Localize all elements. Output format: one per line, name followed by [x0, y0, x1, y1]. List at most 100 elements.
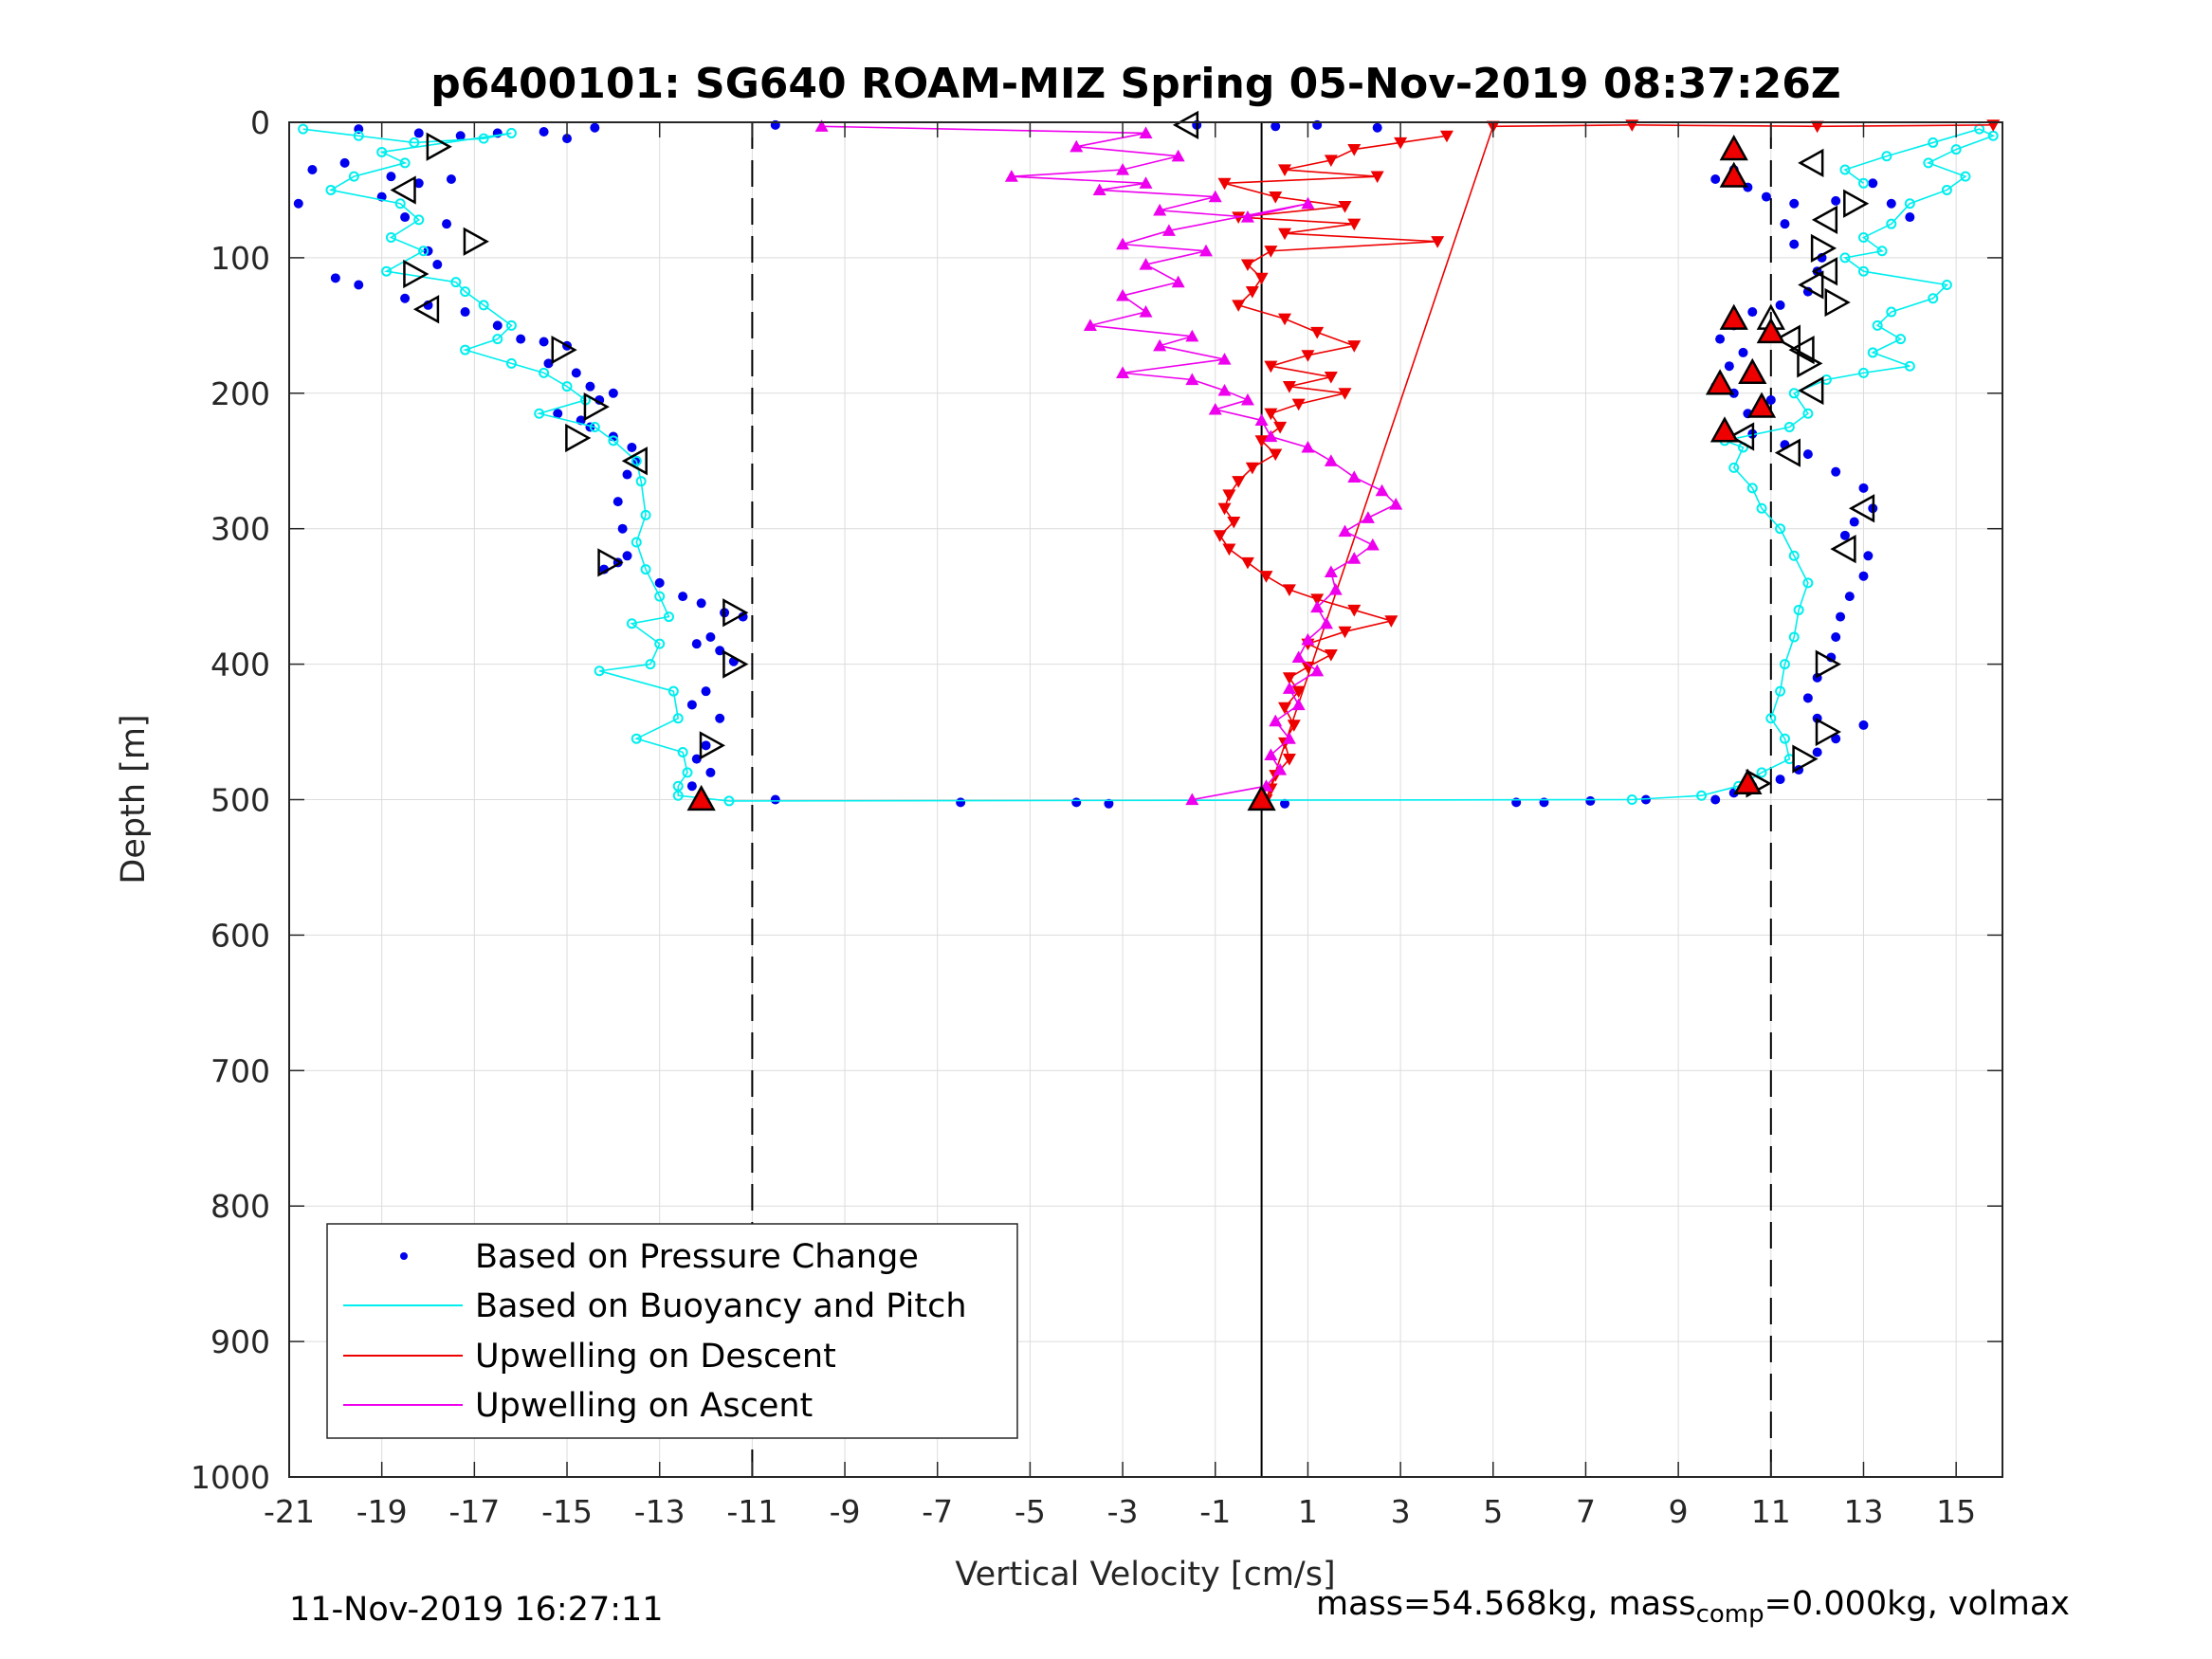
data-point: [1232, 476, 1246, 488]
x-tick-label: -5: [1015, 1493, 1046, 1530]
x-tick-label: -17: [448, 1493, 500, 1530]
mass-annotation: mass=54.568kg, masscomp=0.000kg, volmax: [1316, 1585, 2070, 1629]
open-triangle-marker: [1843, 189, 1870, 218]
data-point: [386, 172, 396, 182]
data-point: [385, 231, 396, 243]
data-point: [1254, 272, 1269, 285]
open-triangle-marker: [621, 447, 648, 476]
data-point: [1338, 524, 1352, 538]
data-point: [1291, 650, 1306, 664]
data-point: [1208, 402, 1222, 415]
data-point: [686, 781, 697, 792]
data-point: [1254, 413, 1269, 426]
data-point: [455, 131, 466, 141]
open-triangle-marker: [597, 548, 624, 577]
data-point: [1876, 246, 1888, 257]
data-point: [1779, 733, 1790, 744]
data-point: [562, 134, 573, 144]
x-tick-label: -15: [541, 1493, 593, 1530]
data-point: [1788, 388, 1800, 399]
data-point: [1217, 502, 1232, 516]
data-point: [1338, 388, 1352, 400]
data-point: [1626, 794, 1637, 805]
data-point: [492, 334, 503, 345]
open-triangle-marker: [426, 132, 452, 161]
data-point: [1116, 237, 1130, 250]
red-triangle-marker: [1247, 784, 1276, 811]
data-point: [1161, 224, 1176, 236]
data-point: [1269, 714, 1283, 727]
data-point: [1857, 265, 1869, 277]
red-triangle-marker: [1719, 161, 1748, 188]
data-point: [571, 368, 581, 378]
data-point: [400, 212, 411, 223]
data-point: [1802, 408, 1814, 419]
mass-subscript: comp: [1695, 1600, 1764, 1629]
data-point: [1746, 483, 1758, 494]
data-point: [635, 476, 647, 487]
data-point: [678, 592, 688, 602]
data-point: [1217, 353, 1232, 365]
data-point: [1271, 121, 1281, 132]
y-axis-label: Depth [m]: [115, 714, 153, 884]
x-tick-label: -9: [830, 1493, 861, 1530]
legend-label-ascent: Upwelling on Ascent: [475, 1387, 813, 1425]
data-point: [1831, 195, 1841, 206]
data-series: [293, 119, 2001, 809]
red-triangle-marker: [1719, 135, 1748, 161]
mass-text: mass=54.568kg, mass: [1316, 1585, 1696, 1623]
data-point: [1347, 552, 1362, 564]
x-tick-label: 7: [1576, 1493, 1596, 1530]
data-point: [1710, 794, 1721, 805]
data-point: [1511, 797, 1522, 808]
data-point: [1389, 497, 1403, 510]
y-tick-label: 1000: [191, 1459, 270, 1496]
series-line: [1218, 124, 1994, 800]
data-point: [325, 184, 337, 195]
data-point: [1092, 183, 1106, 196]
data-point: [1886, 218, 1897, 229]
data-point: [516, 334, 526, 344]
data-point: [1269, 191, 1283, 204]
data-point: [1640, 794, 1651, 805]
data-point: [1765, 713, 1777, 724]
data-point: [1775, 300, 1785, 310]
data-point: [1836, 611, 1846, 622]
data-point: [1347, 604, 1362, 617]
red-triangle-marker: [1733, 768, 1763, 795]
data-point: [1004, 170, 1018, 182]
data-point: [1291, 398, 1306, 411]
data-point: [1217, 177, 1232, 191]
data-point: [1240, 556, 1254, 570]
data-point: [1208, 190, 1222, 203]
data-point: [1116, 366, 1130, 378]
data-point: [645, 659, 656, 670]
data-point: [1287, 720, 1301, 732]
series-line: [302, 128, 1996, 802]
data-point: [696, 598, 706, 609]
data-point: [1812, 747, 1822, 757]
data-point: [1139, 176, 1153, 189]
data-point: [640, 509, 651, 520]
data-point: [1905, 212, 1915, 223]
data-point: [418, 246, 430, 257]
data-point: [667, 685, 679, 697]
x-tick-label: 3: [1391, 1493, 1411, 1530]
data-point: [1960, 171, 1971, 182]
data-point: [505, 127, 517, 138]
legend: Based on Pressure Change Based on Buoyan…: [326, 1223, 1018, 1439]
legend-label-descent: Upwelling on Descent: [475, 1338, 836, 1376]
data-point: [1849, 517, 1859, 527]
data-point: [1728, 462, 1740, 473]
data-point: [1361, 511, 1375, 523]
data-point: [1810, 120, 1824, 134]
data-point: [1185, 373, 1199, 386]
data-point: [330, 273, 340, 283]
data-point: [1282, 732, 1296, 744]
data-point: [505, 357, 517, 369]
data-point: [561, 381, 573, 392]
data-point: [590, 122, 600, 133]
data-point: [1585, 795, 1596, 806]
data-point: [1724, 361, 1734, 372]
legend-label-buoyancy: Based on Buoyancy and Pitch: [475, 1287, 967, 1325]
